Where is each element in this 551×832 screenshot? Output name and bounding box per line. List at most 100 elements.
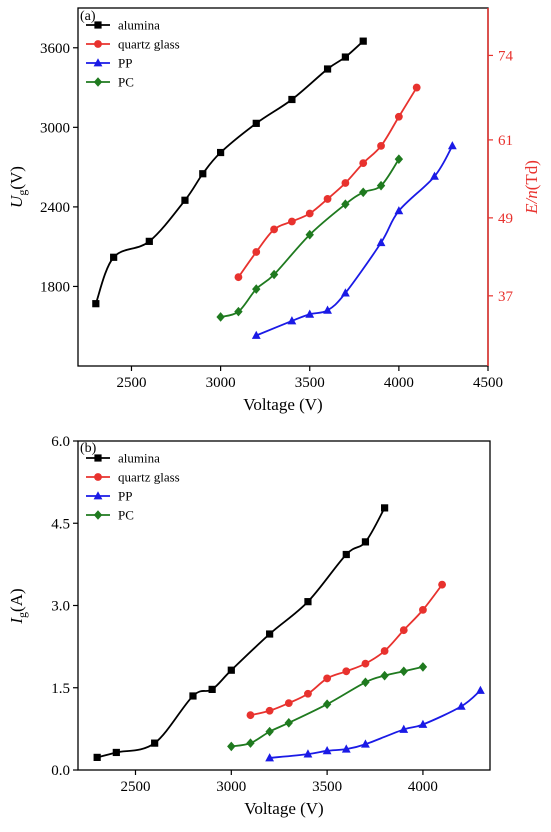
data-point-quartz-glass [361, 659, 370, 668]
legend-label: alumina [118, 451, 160, 466]
data-point-pc [361, 677, 370, 688]
data-point-pp [340, 288, 350, 297]
legend-item-quartz-glass: quartz glass [86, 37, 180, 52]
data-point-quartz-glass [359, 159, 368, 168]
panel-a-frame [77, 7, 489, 367]
x-tick-label: 2500 [120, 779, 150, 795]
data-point-quartz-glass [377, 141, 385, 150]
data-point-pc [252, 284, 261, 294]
data-point-pp [251, 330, 261, 339]
y-tick-label: 0.0 [51, 763, 70, 779]
data-point-alumina [92, 300, 100, 308]
panel-a-legend: alumina quartz glass PP PC [86, 18, 180, 90]
legend-label: quartz glass [118, 37, 180, 52]
legend-label: alumina [118, 18, 160, 33]
data-point-quartz-glass [380, 647, 389, 655]
data-point-pc [246, 738, 255, 748]
legend-marker [94, 21, 102, 29]
data-point-quartz-glass [399, 626, 408, 635]
data-point-pc [322, 699, 332, 709]
right-tick-label: 74 [498, 48, 514, 64]
legend-item-pp: PP [86, 56, 132, 71]
legend-marker [94, 473, 102, 481]
data-point-pc [284, 718, 293, 728]
x-tick-label: 3000 [216, 779, 246, 795]
data-point-pc [418, 662, 428, 672]
data-point-pp [322, 746, 332, 755]
series-line-alumina [94, 40, 364, 305]
series-line-alumina [96, 507, 386, 759]
data-point-alumina [359, 37, 367, 45]
legend-marker [93, 58, 103, 67]
data-point-alumina [93, 753, 101, 761]
series-pp [251, 141, 457, 339]
data-point-pp [447, 141, 457, 150]
x-tick-label: 2500 [116, 375, 146, 391]
panel-b: (b) 2500 3000 3500 4000 0.0 1.5 3.0 4.5 6.0 alu… [7, 434, 491, 818]
data-point-alumina [217, 148, 225, 157]
data-point-pp [361, 739, 370, 748]
x-tick-label: 3000 [206, 375, 236, 391]
data-point-pc [359, 187, 368, 198]
data-point-pc [376, 180, 386, 191]
right-tick-label: 37 [498, 289, 514, 305]
data-point-alumina [266, 630, 274, 638]
x-tick-label: 4000 [408, 779, 438, 795]
legend-marker [94, 454, 102, 462]
x-tick-label: 3500 [312, 779, 342, 795]
panel-b-label: (b) [80, 441, 97, 456]
data-point-alumina [288, 95, 296, 104]
data-point-quartz-glass [342, 667, 351, 676]
panel-a-series [92, 37, 457, 339]
panel-a-right-ticks: 37 49 61 74 [488, 48, 514, 305]
panel-b-series [93, 504, 485, 762]
data-point-quartz-glass [265, 706, 274, 715]
series-pc [227, 662, 428, 752]
data-point-quartz-glass [394, 112, 403, 121]
panel-a-y-ticks: 1800 2400 3000 3600 [40, 41, 78, 295]
data-point-alumina [145, 237, 153, 245]
data-point-alumina [304, 598, 312, 606]
data-point-alumina [323, 65, 332, 73]
legend-label: PP [118, 56, 132, 71]
series-alumina [93, 504, 389, 761]
data-point-alumina [361, 538, 370, 546]
data-point-alumina [341, 53, 349, 61]
panel-a-right-label: E/n(Td) [522, 160, 541, 215]
panel-a-x-label: Voltage (V) [243, 395, 322, 414]
data-point-pp [341, 744, 351, 753]
legend-item-pp: PP [86, 489, 132, 504]
data-point-quartz-glass [288, 217, 296, 226]
data-point-pp [476, 685, 485, 694]
data-point-alumina [227, 666, 235, 674]
legend-item-quartz-glass: quartz glass [86, 470, 180, 485]
data-point-quartz-glass [252, 248, 261, 256]
legend-label: PP [118, 489, 132, 504]
data-point-quartz-glass [270, 225, 278, 234]
data-point-quartz-glass [341, 179, 350, 187]
data-point-alumina [381, 504, 389, 512]
right-tick-label: 61 [498, 133, 513, 149]
panel-b-x-label: Voltage (V) [244, 799, 323, 818]
data-point-pc [394, 154, 404, 164]
data-point-quartz-glass [304, 689, 312, 698]
series-pp [265, 685, 485, 762]
data-point-quartz-glass [419, 605, 427, 614]
data-point-pc [380, 670, 389, 681]
data-point-pp [394, 206, 404, 215]
series-line-quartz-glass [237, 87, 418, 278]
series-line-quartz-glass [250, 584, 443, 717]
data-point-pc [269, 269, 279, 280]
data-point-pp [323, 305, 332, 314]
panel-a: (a) 2500 3000 3500 4000 4500 1800 2400 3000 360… [7, 7, 541, 414]
panel-b-y-ticks: 0.0 1.5 3.0 4.5 6.0 [51, 434, 78, 779]
panel-b-y-label: Ig(A) [7, 588, 29, 624]
panel-a-x-ticks: 2500 3000 3500 4000 4500 [116, 366, 503, 391]
data-point-alumina [199, 170, 207, 178]
legend-marker [93, 77, 103, 87]
data-point-quartz-glass [284, 699, 293, 708]
data-point-pc [227, 741, 236, 752]
y-tick-label: 6.0 [51, 434, 70, 450]
data-point-pp [265, 753, 275, 762]
x-tick-label: 3500 [295, 375, 325, 391]
